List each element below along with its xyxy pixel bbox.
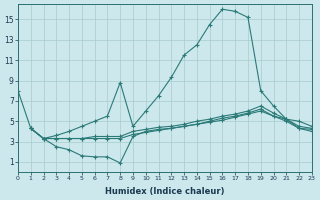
X-axis label: Humidex (Indice chaleur): Humidex (Indice chaleur) <box>105 187 225 196</box>
